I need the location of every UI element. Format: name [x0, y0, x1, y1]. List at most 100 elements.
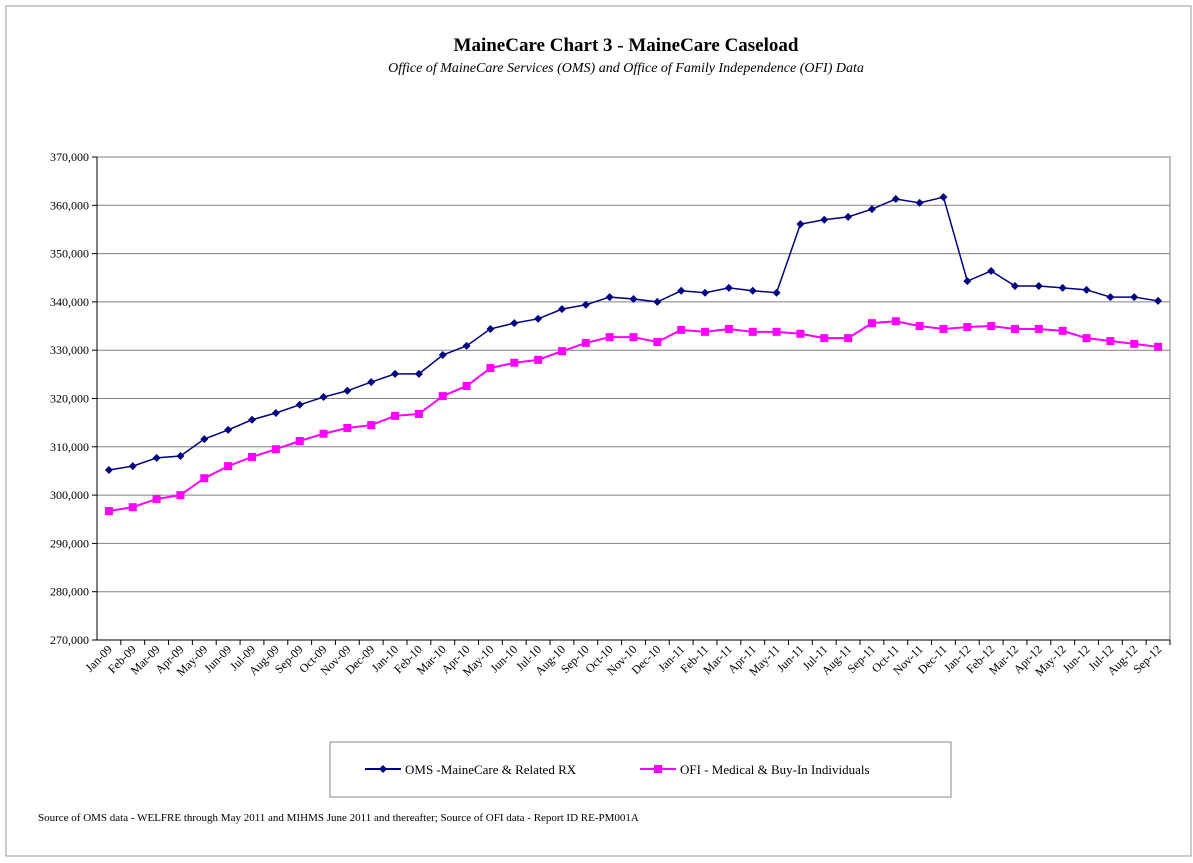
- data-point: [844, 334, 853, 343]
- data-point: [247, 415, 256, 424]
- data-point: [939, 193, 948, 202]
- data-point: [1130, 293, 1139, 302]
- data-point: [1154, 296, 1163, 305]
- data-point: [867, 205, 876, 214]
- data-point: [987, 266, 996, 275]
- data-point: [462, 381, 471, 390]
- data-point: [701, 288, 710, 297]
- data-point: [152, 453, 161, 462]
- data-point: [653, 337, 662, 346]
- data-point: [1130, 339, 1139, 348]
- data-point: [128, 503, 137, 512]
- data-point: [128, 462, 137, 471]
- data-point: [1154, 342, 1163, 351]
- data-point: [247, 452, 256, 461]
- data-point: [1058, 283, 1067, 292]
- data-point: [295, 400, 304, 409]
- data-point: [1106, 337, 1115, 346]
- data-point: [724, 324, 733, 333]
- legend-marker: [379, 765, 387, 773]
- data-point: [963, 323, 972, 332]
- data-point: [534, 314, 543, 323]
- y-tick-label: 290,000: [50, 536, 89, 550]
- y-tick-label: 310,000: [50, 440, 89, 454]
- legend-label: OFI - Medical & Buy-In Individuals: [680, 762, 870, 777]
- data-point: [438, 351, 447, 360]
- y-tick-label: 370,000: [50, 150, 89, 164]
- data-point: [939, 324, 948, 333]
- data-point: [1106, 293, 1115, 302]
- data-point: [343, 386, 352, 395]
- data-point: [867, 319, 876, 328]
- data-point: [367, 421, 376, 430]
- data-point: [104, 507, 113, 516]
- source-note: Source of OMS data - WELFRE through May …: [38, 812, 639, 824]
- data-point: [915, 322, 924, 331]
- data-point: [486, 364, 495, 373]
- data-point: [701, 327, 710, 336]
- data-point: [796, 220, 805, 229]
- data-point: [391, 369, 400, 378]
- data-point: [1058, 326, 1067, 335]
- data-point: [391, 411, 400, 420]
- data-point: [891, 195, 900, 204]
- data-point: [295, 437, 304, 446]
- data-point: [176, 451, 185, 460]
- data-point: [1034, 324, 1043, 333]
- data-point: [104, 465, 113, 474]
- data-point: [1011, 281, 1020, 290]
- data-point: [748, 327, 757, 336]
- y-tick-label: 320,000: [50, 392, 89, 406]
- data-point: [1082, 285, 1091, 294]
- data-point: [724, 283, 733, 292]
- data-point: [200, 435, 209, 444]
- data-point: [557, 305, 566, 314]
- y-tick-label: 280,000: [50, 585, 89, 599]
- data-point: [271, 408, 280, 417]
- data-point: [653, 297, 662, 306]
- data-point: [1082, 334, 1091, 343]
- data-point: [963, 277, 972, 286]
- data-point: [891, 317, 900, 326]
- data-point: [534, 355, 543, 364]
- data-point: [486, 324, 495, 333]
- data-point: [414, 369, 423, 378]
- legend-marker: [654, 765, 662, 773]
- legend-label: OMS -MaineCare & Related RX: [405, 762, 577, 777]
- data-point: [176, 491, 185, 500]
- y-tick-label: 340,000: [50, 295, 89, 309]
- data-point: [796, 329, 805, 338]
- data-point: [581, 338, 590, 347]
- data-point: [605, 333, 614, 342]
- data-point: [462, 341, 471, 350]
- data-point: [438, 392, 447, 401]
- data-point: [987, 322, 996, 331]
- data-point: [1034, 281, 1043, 290]
- data-point: [629, 333, 638, 342]
- y-tick-label: 300,000: [50, 488, 89, 502]
- data-point: [844, 212, 853, 221]
- data-point: [820, 334, 829, 343]
- data-point: [677, 286, 686, 295]
- data-point: [510, 319, 519, 328]
- y-tick-label: 360,000: [50, 198, 89, 212]
- data-point: [414, 409, 423, 418]
- data-point: [557, 347, 566, 356]
- data-point: [915, 198, 924, 207]
- data-point: [820, 215, 829, 224]
- data-point: [748, 286, 757, 295]
- data-point: [224, 425, 233, 434]
- data-point: [629, 295, 638, 304]
- chart-subtitle: Office of MaineCare Services (OMS) and O…: [388, 61, 864, 76]
- data-point: [677, 325, 686, 334]
- data-point: [1011, 324, 1020, 333]
- data-point: [224, 462, 233, 471]
- data-point: [605, 293, 614, 302]
- data-point: [772, 288, 781, 297]
- data-point: [152, 494, 161, 503]
- data-point: [343, 423, 352, 432]
- data-point: [200, 474, 209, 483]
- data-point: [581, 300, 590, 309]
- chart-title: MaineCare Chart 3 - MaineCare Caseload: [454, 35, 799, 56]
- data-point: [319, 429, 328, 438]
